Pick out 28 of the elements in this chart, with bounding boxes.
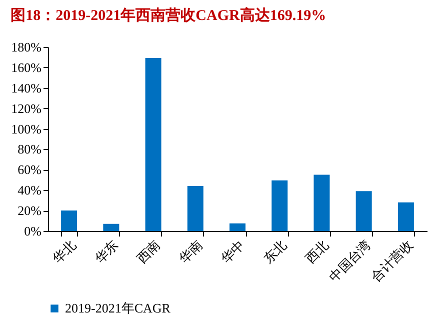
bar <box>61 210 78 231</box>
y-tick-label: 140% <box>11 80 42 96</box>
x-tick-label: 东北 <box>260 237 290 266</box>
y-tick-label: 60% <box>18 162 42 178</box>
y-tick-label: 160% <box>11 60 42 75</box>
bar <box>187 186 204 231</box>
y-tick-label: 40% <box>18 182 42 198</box>
bar <box>314 174 330 231</box>
bar <box>356 191 372 231</box>
bar <box>103 224 120 231</box>
x-tick-label: 华南 <box>176 237 206 266</box>
y-tick-label: 80% <box>18 142 42 157</box>
x-tick-label: 西南 <box>134 237 163 266</box>
bar <box>145 58 162 231</box>
bar <box>398 202 414 231</box>
x-tick-label: 华东 <box>92 237 121 266</box>
x-tick-label: 华中 <box>218 237 248 266</box>
y-tick-label: 20% <box>18 203 42 218</box>
x-tick-label: 西北 <box>302 237 332 266</box>
y-tick-label: 180% <box>11 40 42 54</box>
x-tick-label: 华北 <box>50 237 79 266</box>
y-tick-label: 100% <box>11 121 42 136</box>
bar <box>230 223 246 231</box>
chart-title: 图18：2019-2021年西南营收CAGR高达169.19% <box>10 6 326 24</box>
bar <box>272 180 288 231</box>
legend-label: 2019-2021年CAGR <box>65 300 171 316</box>
y-tick-label: 120% <box>11 100 42 116</box>
y-tick-label: 0% <box>24 224 42 238</box>
